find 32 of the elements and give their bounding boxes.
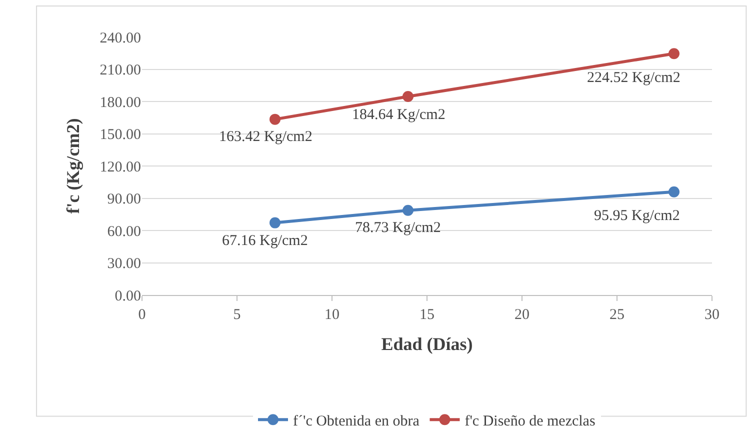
y-tick-label: 60.00 [107, 224, 141, 240]
data-label: 78.73 Kg/cm2 [355, 220, 441, 236]
x-tick-label: 20 [514, 307, 530, 323]
data-label: 67.16 Kg/cm2 [222, 233, 308, 249]
point [270, 114, 280, 125]
y-tick-label: 30.00 [107, 256, 141, 272]
y-tick-label: 120.00 [100, 159, 141, 176]
y-tick-label: 150.00 [100, 127, 141, 143]
y-tick-label: 180.00 [100, 94, 141, 111]
y-tick-label: 210.00 [100, 62, 141, 78]
x-tick-label: 5 [233, 307, 241, 323]
y-tick-label: 240.00 [100, 30, 141, 46]
data-label: 163.42 Kg/cm2 [219, 129, 312, 145]
y-tick-label: 90.00 [107, 192, 141, 208]
x-tick-label: 25 [610, 307, 624, 323]
x-tick-label: 30 [704, 307, 720, 323]
point [668, 186, 680, 198]
point [402, 204, 414, 216]
x-axis-title: Edad (Días) [381, 334, 473, 354]
point [668, 48, 680, 60]
data-label: 95.95 Kg/cm2 [594, 208, 680, 224]
x-tick-label: 10 [324, 307, 340, 323]
data-label: 184.64 Kg/cm2 [352, 107, 446, 123]
y-tick-label: 0.00 [114, 288, 141, 304]
point [402, 91, 414, 102]
legend-label: f´'c Obtenida en obra [293, 413, 420, 430]
legend-label: f'c Diseño de mezclas [464, 413, 596, 430]
point [270, 217, 280, 228]
data-label: 224.52 Kg/cm2 [587, 70, 680, 86]
y-axis-title: f'c (Kg/cm2) [62, 118, 83, 214]
x-tick-label: 0 [138, 307, 146, 323]
x-tick-label: 15 [420, 307, 434, 323]
